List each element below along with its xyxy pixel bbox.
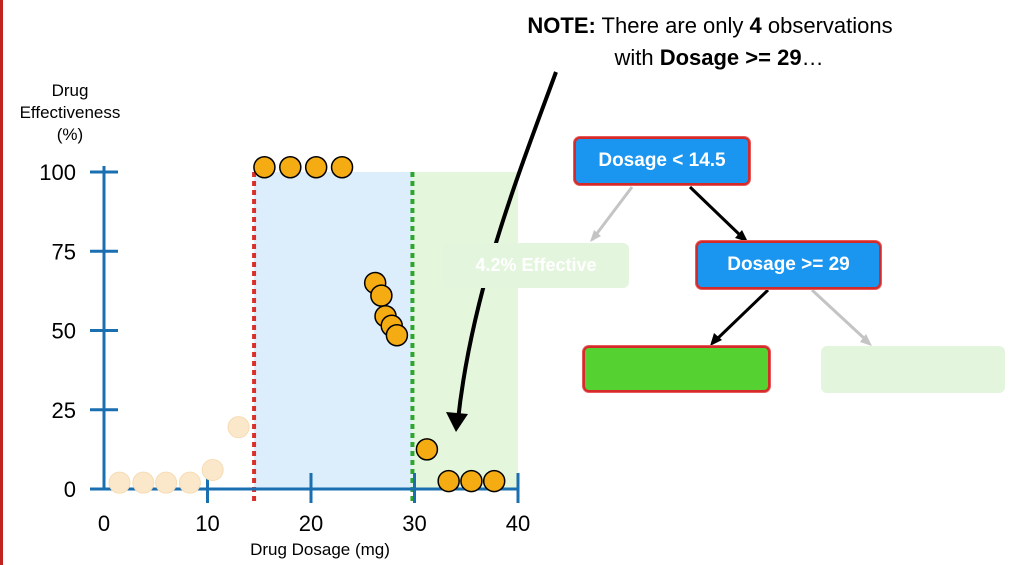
note-ellipsis: … [801, 45, 824, 70]
x-tick-label-20: 20 [299, 511, 323, 536]
note-prefix: NOTE: [527, 13, 596, 38]
y-tick-label-50: 50 [52, 319, 76, 344]
tree-mid-label: Dosage >= 29 [727, 254, 850, 275]
tree-leaf-right [821, 346, 1005, 393]
x-axis-label: Drug Dosage (mg) [250, 540, 390, 559]
data-point-12 [370, 284, 393, 307]
data-point-17 [437, 469, 460, 493]
edge-mid-to-green-leaf [714, 288, 770, 342]
note-arrow-head [446, 412, 468, 432]
note-condition: Dosage >= 29 [659, 45, 802, 70]
data-point-16 [415, 438, 439, 461]
data-point-8 [279, 155, 302, 179]
y-axis-label-line-1: Drug [51, 81, 89, 100]
data-point-15 [385, 324, 409, 347]
y-tick-label-100: 100 [39, 160, 76, 185]
data-point-19 [482, 469, 506, 493]
left-border [0, 0, 3, 565]
data-point-3 [155, 471, 178, 494]
note-annotation: NOTE: There are only 4 observations with… [440, 10, 980, 74]
note-text-2: observations [761, 13, 893, 38]
y-axis-label-line-3: (%) [56, 125, 84, 144]
note-count: 4 [749, 13, 762, 38]
data-point-10 [330, 155, 354, 179]
data-point-9 [304, 155, 328, 179]
y-tick-label-0: 0 [64, 477, 76, 502]
y-axis-label: Drug Effectiveness (%) [0, 80, 140, 146]
points-layer [108, 155, 506, 494]
tree-edges-layer [590, 185, 872, 346]
note-arrow [446, 71, 558, 432]
edge-root-to-left-leaf [590, 186, 634, 241]
x-tick-label-0: 0 [98, 511, 110, 536]
edge-mid-to-green-leaf-arrowhead [710, 333, 722, 346]
x-tick-label-10: 10 [195, 511, 219, 536]
tree-leaf-left-label: 4.2% Effective [475, 255, 597, 275]
edge-root-to-mid [688, 185, 744, 239]
tree-leaf-left: 4.2% Effective [443, 243, 629, 288]
data-point-2 [132, 471, 155, 494]
data-point-6 [227, 416, 250, 439]
x-tick-label-40: 40 [506, 511, 530, 536]
y-axis-label-line-2: Effectiveness [19, 103, 121, 122]
data-point-18 [460, 469, 483, 493]
splits-layer [252, 172, 415, 503]
tree-root-node: Dosage < 14.5 [574, 137, 750, 185]
y-tick-label-75: 75 [52, 239, 76, 264]
note-text-3: with [614, 45, 660, 70]
tree-leaf-green [583, 346, 770, 392]
data-point-4 [178, 471, 201, 494]
edge-root-to-left-leaf-arrowhead [590, 230, 601, 242]
edge-mid-to-right-leaf-arrowhead [860, 334, 872, 346]
tree-mid-node: Dosage >= 29 [696, 241, 881, 289]
data-point-5 [201, 458, 224, 481]
note-text-1: There are only [595, 13, 750, 38]
edge-root-to-mid-arrowhead [735, 230, 748, 242]
data-point-1 [108, 471, 131, 494]
note-arrow-curve [456, 71, 558, 421]
y-tick-label-25: 25 [52, 398, 76, 423]
tree-root-label: Dosage < 14.5 [598, 150, 726, 171]
edge-mid-to-right-leaf [810, 288, 868, 342]
data-point-7 [253, 155, 276, 179]
x-tick-label-30: 30 [402, 511, 426, 536]
